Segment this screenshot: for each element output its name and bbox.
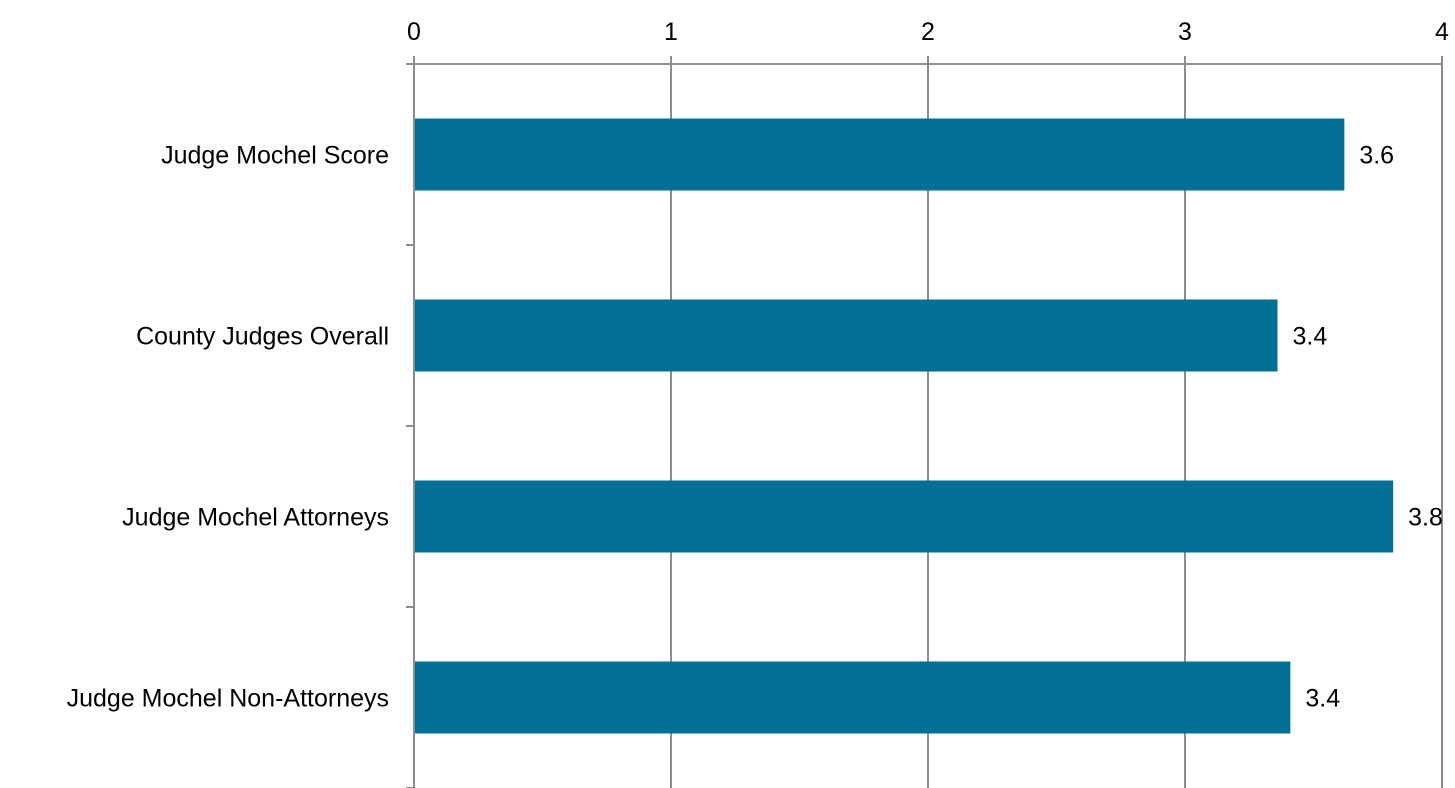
bar bbox=[415, 480, 1394, 553]
data-label: 3.4 bbox=[1305, 685, 1340, 713]
labels: 0 1 2 3 4 Judge Mochel Score 3.6 County Judges … bbox=[67, 18, 1449, 713]
bar bbox=[415, 118, 1345, 191]
category-label: Judge Mochel Score bbox=[161, 142, 389, 170]
bar bbox=[415, 661, 1291, 734]
x-tick-label: 1 bbox=[664, 18, 678, 46]
data-label: 3.6 bbox=[1359, 142, 1394, 170]
category-label: County Judges Overall bbox=[136, 323, 389, 351]
axes bbox=[406, 63, 1442, 788]
bar bbox=[415, 299, 1278, 372]
x-tick-label: 2 bbox=[921, 18, 935, 46]
x-tick-label: 3 bbox=[1178, 18, 1192, 46]
data-label: 3.4 bbox=[1293, 323, 1328, 351]
bars bbox=[415, 118, 1394, 734]
category-label: Judge Mochel Non-Attorneys bbox=[67, 685, 389, 713]
x-tick-label: 4 bbox=[1435, 18, 1449, 46]
category-label: Judge Mochel Attorneys bbox=[122, 504, 389, 532]
data-label: 3.8 bbox=[1408, 504, 1443, 532]
x-tick-label: 0 bbox=[407, 18, 421, 46]
